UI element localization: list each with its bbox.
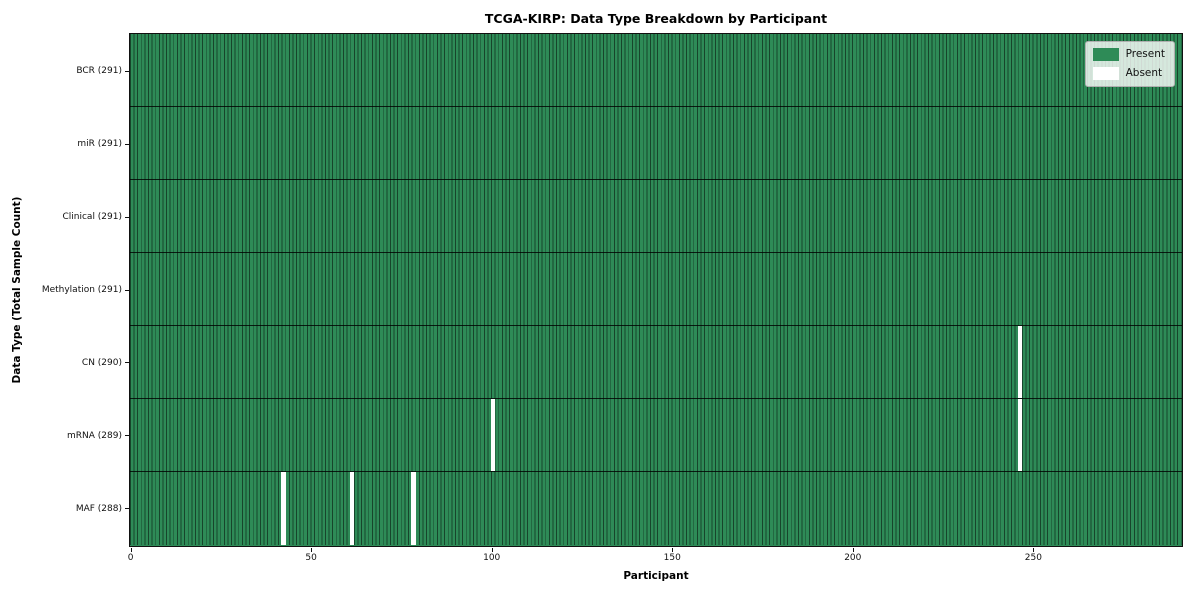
x-tick-label-250: 250 — [1024, 553, 1042, 563]
y-tick-mark — [125, 289, 129, 291]
row-mRNA — [130, 398, 1182, 472]
y-tick-label-BCR: BCR (291) — [76, 66, 122, 77]
absent-mark-MAF-61 — [350, 471, 355, 545]
x-tick-label-50: 50 — [305, 553, 317, 563]
y-tick-mark — [125, 362, 129, 364]
row-Methylation — [130, 252, 1182, 326]
absent-mark-MAF-78 — [411, 471, 416, 545]
y-tick-label-Methylation: Methylation (291) — [41, 285, 122, 295]
chart-title: TCGA-KIRP: Data Type Breakdown by Partic… — [484, 11, 828, 26]
row-CN — [130, 325, 1182, 399]
legend-entry-absent: Absent — [1092, 67, 1165, 80]
x-tick-mark — [130, 548, 132, 552]
x-tick-mark — [491, 548, 493, 552]
legend: Present Absent — [1084, 41, 1175, 87]
y-tick-label-mRNA: mRNA (289) — [67, 430, 122, 441]
x-tick-label-100: 100 — [483, 553, 501, 563]
legend-label-present: Present — [1125, 48, 1165, 61]
y-axis-label: Data Type (Total Sample Count) — [11, 196, 23, 384]
y-tick-label-CN: CN (290) — [81, 357, 122, 368]
x-axis-label: Participant — [623, 570, 689, 582]
y-tick-mark — [125, 435, 129, 437]
x-tick-mark — [1033, 548, 1035, 552]
x-tick-mark — [311, 548, 313, 552]
x-tick-mark — [672, 548, 674, 552]
row-BCR — [130, 34, 1182, 107]
row-MAF — [130, 471, 1182, 545]
y-tick-mark — [125, 216, 129, 218]
row-Clinical — [130, 179, 1182, 253]
plot-area: Present Absent — [129, 33, 1183, 547]
x-tick-label-150: 150 — [663, 553, 681, 563]
x-tick-label-200: 200 — [844, 553, 862, 563]
y-tick-label-Clinical: Clinical (291) — [62, 212, 122, 223]
absent-mark-mRNA-100 — [490, 398, 496, 471]
y-tick-mark — [125, 143, 129, 145]
y-tick-label-miR: miR (291) — [77, 139, 122, 150]
x-tick-mark — [852, 548, 854, 552]
legend-entry-present: Present — [1092, 48, 1165, 61]
x-tick-label-0: 0 — [127, 553, 134, 563]
y-tick-mark — [125, 508, 129, 510]
row-miR — [130, 106, 1182, 180]
y-tick-label-MAF: MAF (288) — [75, 503, 122, 514]
legend-label-absent: Absent — [1125, 67, 1163, 80]
legend-swatch-present — [1092, 48, 1119, 61]
absent-mark-CN-246 — [1018, 325, 1023, 398]
absent-mark-MAF-42 — [281, 471, 286, 545]
legend-swatch-absent — [1092, 67, 1119, 80]
absent-mark-mRNA-246 — [1018, 398, 1023, 471]
y-tick-mark — [125, 70, 129, 72]
